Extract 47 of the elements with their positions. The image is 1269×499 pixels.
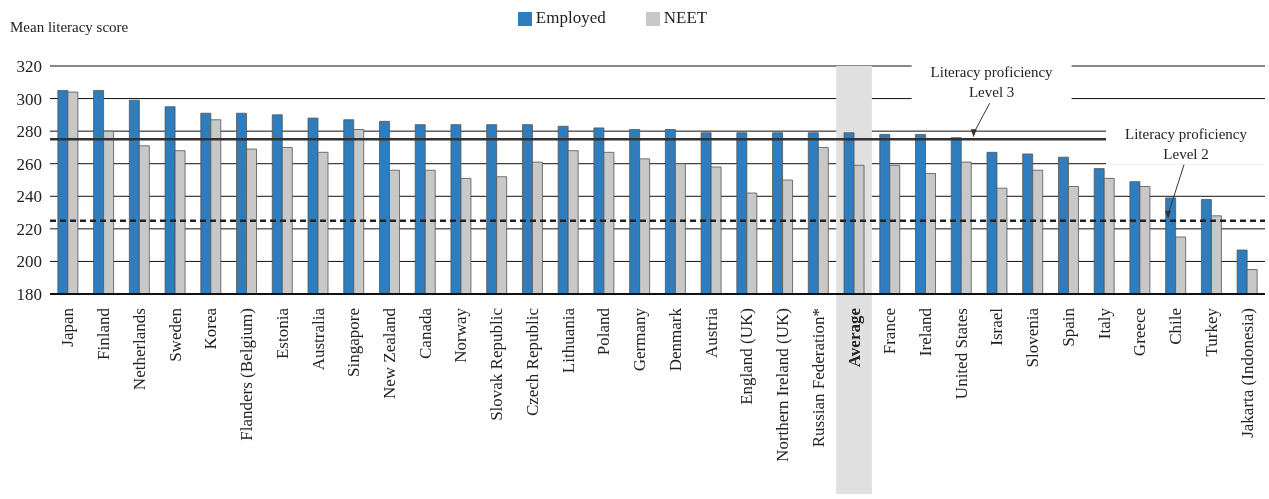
x-tick-label: Korea (201, 307, 221, 350)
x-tick-label: Israel (987, 307, 1007, 346)
legend-label: Employed (535, 8, 606, 27)
ref-line-label: Literacy proficiency Level 2 (1125, 125, 1248, 162)
x-tick-label: Germany (630, 307, 650, 372)
x-tick-label: Norway (451, 307, 471, 363)
x-tick-label: Greece (1130, 308, 1150, 357)
x-tick-label: United States (951, 308, 971, 400)
x-tick-label: Ireland (916, 307, 936, 357)
x-tick-label: Average (844, 307, 864, 368)
x-tick-label: New Zealand (379, 307, 399, 400)
legend-label: NEET (663, 8, 708, 27)
x-tick-label: England (UK) (737, 308, 757, 405)
x-tick-label: Flanders (Belgium) (237, 308, 257, 441)
x-tick-label: Canada (415, 307, 435, 359)
x-tick-label: Japan (58, 307, 78, 347)
x-tick-label: France (880, 308, 900, 355)
x-tick-label: Italy (1094, 307, 1114, 340)
y-tick-label: 220 (16, 219, 42, 239)
y-tick-label: 320 (16, 57, 42, 77)
x-tick-label: Slovenia (1023, 307, 1043, 368)
x-tick-label: Austria (701, 307, 721, 359)
x-tick-label: Singapore (344, 308, 364, 377)
x-tick-label: Netherlands (129, 308, 149, 391)
y-tick-label: 280 (16, 122, 42, 142)
x-tick-label: Australia (308, 307, 328, 371)
y-tick-label: 180 (16, 285, 42, 305)
x-tick-label: Turkey (1201, 307, 1221, 357)
x-tick-label: Russian Federation* (808, 308, 828, 448)
x-tick-label: Jakarta (Indonesia) (1237, 308, 1257, 438)
x-tick-label: Czech Republic (522, 307, 542, 417)
x-tick-label: Denmark (665, 307, 685, 372)
x-tick-label: Sweden (165, 307, 185, 362)
y-tick-label: 200 (16, 252, 42, 272)
x-tick-label: Lithuania (558, 307, 578, 374)
y-tick-label: 240 (16, 187, 42, 207)
x-tick-label: Slovak Republic (487, 307, 507, 421)
x-tick-label: Poland (594, 307, 614, 356)
x-tick-label: Estonia (272, 307, 292, 359)
x-tick-label: Finland (94, 307, 114, 360)
x-tick-label: Northern Ireland (UK) (773, 308, 793, 462)
ref-line-label: Literacy proficiency Level 3 (930, 64, 1054, 101)
y-tick-label: 300 (16, 89, 42, 109)
x-tick-label: Chile (1166, 308, 1186, 345)
y-tick-label: 260 (16, 154, 42, 174)
x-tick-label: Spain (1058, 307, 1078, 347)
y-axis-title: Mean literacy score (10, 19, 129, 36)
